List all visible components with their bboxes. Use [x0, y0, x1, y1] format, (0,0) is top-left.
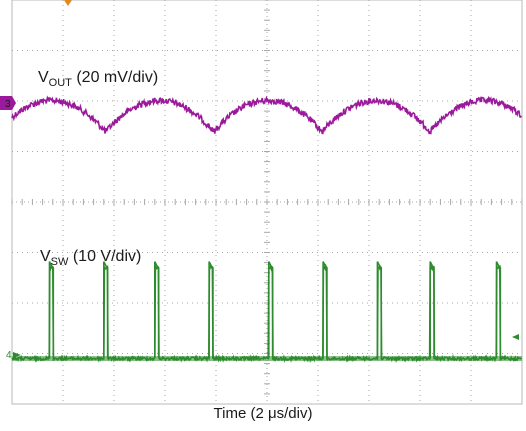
x-axis-label: Time (2 μs/div) [213, 405, 313, 422]
trigger-level-marker-icon [512, 334, 519, 340]
vsw-baseline-band [12, 356, 522, 362]
vsw-pulse-3 [154, 261, 160, 359]
vsw-pulse-5 [267, 261, 274, 359]
vout-series-label: VOUT (20 mV/div) [38, 69, 158, 89]
channel-4-label: 4 [6, 350, 12, 361]
channel-3-marker: 3 [0, 96, 16, 110]
vsw-pulse-4 [208, 261, 214, 359]
vsw-trace [11, 261, 522, 364]
trigger-marker-icon [64, 0, 72, 6]
channel-4-marker: 4 [6, 350, 21, 361]
channel-3-label: 3 [5, 99, 11, 110]
vout-waveform [11, 95, 523, 135]
vsw-pulse-6 [322, 261, 328, 359]
vsw-pulse-9 [495, 261, 502, 359]
graticule [11, 0, 523, 405]
channel-4-arrow-icon [13, 352, 21, 358]
vsw-pulse-8 [429, 261, 435, 359]
vsw-pulse-7 [376, 261, 383, 359]
vsw-series-label: VSW (10 V/div) [40, 248, 141, 268]
vout-trace [11, 95, 523, 135]
vsw-pulse-1 [48, 261, 55, 359]
vsw-pulse-2 [103, 261, 109, 359]
